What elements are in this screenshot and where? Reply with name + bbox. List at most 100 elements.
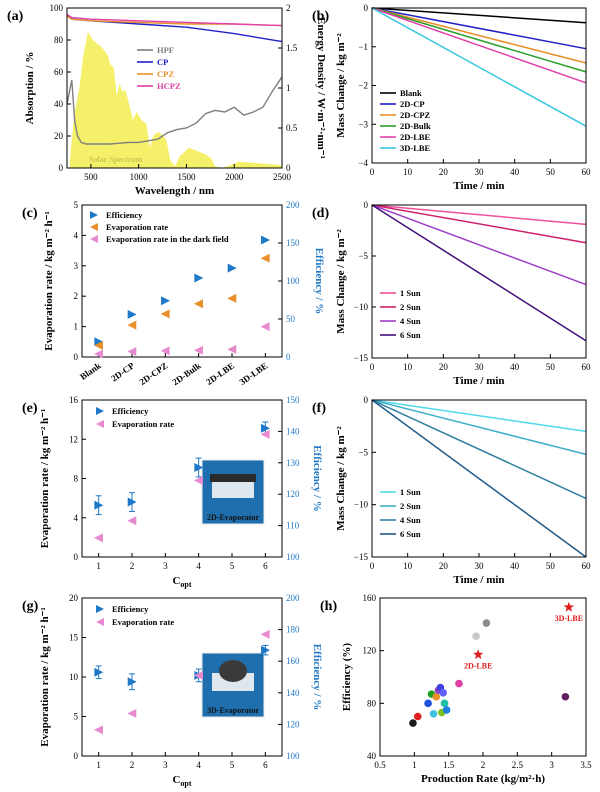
panel-h-xtick-label: 2: [481, 760, 486, 770]
panel-g-ytick-label: 20: [69, 593, 79, 603]
panel-h-label: (h): [320, 599, 337, 614]
panel-c-legend-marker: [90, 235, 98, 243]
panel-f-xtick-label: 0: [370, 561, 375, 571]
panel-h-point: [439, 689, 447, 697]
panel-b-series-2: [371, 7, 587, 64]
panel-a-legend-label: CPZ: [157, 69, 174, 79]
panel-c-ytick-label: 1: [74, 322, 79, 332]
panel-a-xtick-label: 500: [84, 172, 98, 182]
panel-g-legend-label: Evaporation rate: [112, 617, 174, 627]
panel-h-point: [455, 679, 463, 688]
panel-b-legend-label: 2D-Bulk: [400, 121, 431, 131]
panel-d-series-0: [371, 204, 587, 226]
panel-d-label: (d): [312, 206, 329, 221]
panel-h-xtick-label: 3: [549, 760, 554, 770]
panel-c-rate-point: [127, 320, 137, 330]
panel-d-xtick-label: 60: [582, 362, 592, 372]
panel-f-ytick-label: −5: [358, 447, 368, 457]
panel-c-efficiency-point: [227, 263, 237, 273]
panel-b-series-1: [371, 7, 587, 50]
panel-e-efficiency-point: [94, 500, 104, 510]
panel-d-legend-label: 6 Sun: [400, 330, 421, 340]
panel-e-y2tick-label: 120: [286, 489, 300, 499]
panel-e-ytick-label: 4: [74, 513, 79, 523]
panel-c-y2tick-label: 200: [286, 200, 300, 210]
panel-d-ytick-label: −10: [354, 302, 369, 312]
panel-a-series-1: [66, 13, 283, 43]
panel-f-series-2: [371, 399, 587, 500]
panel-f-series-3: [371, 399, 587, 558]
panel-f-xtick-label: 10: [403, 561, 413, 571]
panel-d-ytick-label: 0: [364, 200, 369, 210]
panel-b-xtick-label: 10: [403, 167, 413, 177]
panel-e-label: (e): [22, 401, 38, 416]
panel-f-xtick-label: 20: [439, 561, 449, 571]
panel-e-efficiency-point: [194, 463, 204, 472]
panel-d-xtick-label: 50: [546, 362, 556, 372]
panel-c-ytick-label: 2: [74, 291, 79, 301]
panel-g-legend-marker: [96, 618, 104, 626]
panel-e-legend-label: Evaporation rate: [112, 419, 174, 429]
panel-h-star-label: 3D-LBE: [555, 614, 583, 623]
panel-g-legend-marker: [96, 605, 104, 613]
panel-c-dark-rate-point: [193, 345, 203, 355]
panel-b-xlabel: Time / min: [453, 180, 504, 192]
panel-a-ytick-label: 20: [54, 131, 64, 141]
panel-h-point: [429, 710, 438, 718]
panel-c-efficiency-point: [261, 235, 271, 245]
panel-f-legend-label: 1 Sun: [400, 487, 421, 497]
panel-h-ytick-label: 160: [363, 593, 377, 603]
panel-d-xtick-label: 20: [439, 362, 449, 372]
panel-b-xtick-label: 0: [370, 167, 375, 177]
panel-a-ytick-label: 60: [54, 67, 64, 77]
panel-e-ytick-label: 12: [69, 434, 78, 444]
panel-g-rate-point: [260, 629, 270, 639]
panel-g-xlabel: Copt: [172, 774, 191, 788]
panel-e-rate-point: [93, 533, 103, 543]
panel-g-xtick-label: 2: [130, 760, 135, 770]
panel-b-ytick-label: −1: [358, 42, 368, 52]
panel-b-xtick-label: 40: [510, 167, 520, 177]
panel-g-efficiency-point: [94, 667, 104, 677]
panel-h-point: [440, 699, 449, 708]
panel-e-efficiency-point: [127, 497, 137, 507]
panel-c-legend-marker: [90, 211, 98, 219]
panel-b-label: (b): [312, 9, 329, 24]
panel-g-efficiency-point: [127, 677, 137, 687]
panel-c-y2label: Efficiency / %: [313, 248, 325, 315]
panel-a-legend-label: HCPZ: [157, 81, 181, 91]
panel-e-legend-label: Efficiency: [112, 406, 149, 416]
panel-g-y2label: Efficiency / %: [311, 644, 323, 711]
panel-c-rate-point: [160, 309, 170, 319]
panel-d-series-1: [371, 204, 587, 244]
panel-c-category-label: 2D-Bulk: [170, 360, 202, 387]
panel-g-y2tick-label: 200: [286, 593, 300, 603]
panel-c-dark-rate-point: [160, 346, 170, 356]
panel-c-efficiency-point: [127, 309, 137, 319]
panel-b-xtick-label: 60: [582, 167, 592, 177]
panel-b-series-3: [371, 7, 587, 73]
panel-h-xtick-label: 2.5: [512, 760, 524, 770]
panel-d-ylabel: Mass Change / kg m⁻²: [335, 229, 347, 334]
panel-g-y2tick-label: 160: [286, 656, 300, 666]
panel-b-legend-label: 2D-CPZ: [400, 110, 431, 120]
panel-h-point: [561, 692, 570, 701]
panel-d-xtick-label: 30: [475, 362, 485, 372]
panel-g-xtick-label: 1: [96, 760, 101, 770]
panel-g-inset-label: 3D-Evaporator: [207, 706, 259, 715]
panel-e-legend-marker: [96, 407, 104, 415]
panel-h-point: [409, 719, 417, 727]
panel-d-xlabel: Time / min: [453, 375, 504, 387]
panel-c-category-label: 2D-CPZ: [138, 360, 170, 387]
panel-b-legend-label: 2D-LBE: [400, 132, 431, 142]
panel-e-y2tick-label: 150: [286, 395, 300, 405]
panel-e-inset-sheet: [210, 474, 256, 482]
panel-f-series-1: [371, 399, 587, 456]
panel-c-ytick-label: 4: [74, 230, 79, 240]
panel-f-xtick-label: 60: [582, 561, 592, 571]
panel-a-label: (a): [7, 9, 24, 24]
panel-e-xtick-label: 2: [130, 561, 135, 571]
panel-e-rate-point: [127, 516, 137, 526]
panel-a-xlabel: Wavelength / nm: [135, 185, 214, 197]
panel-d-ytick-label: −15: [354, 353, 369, 363]
